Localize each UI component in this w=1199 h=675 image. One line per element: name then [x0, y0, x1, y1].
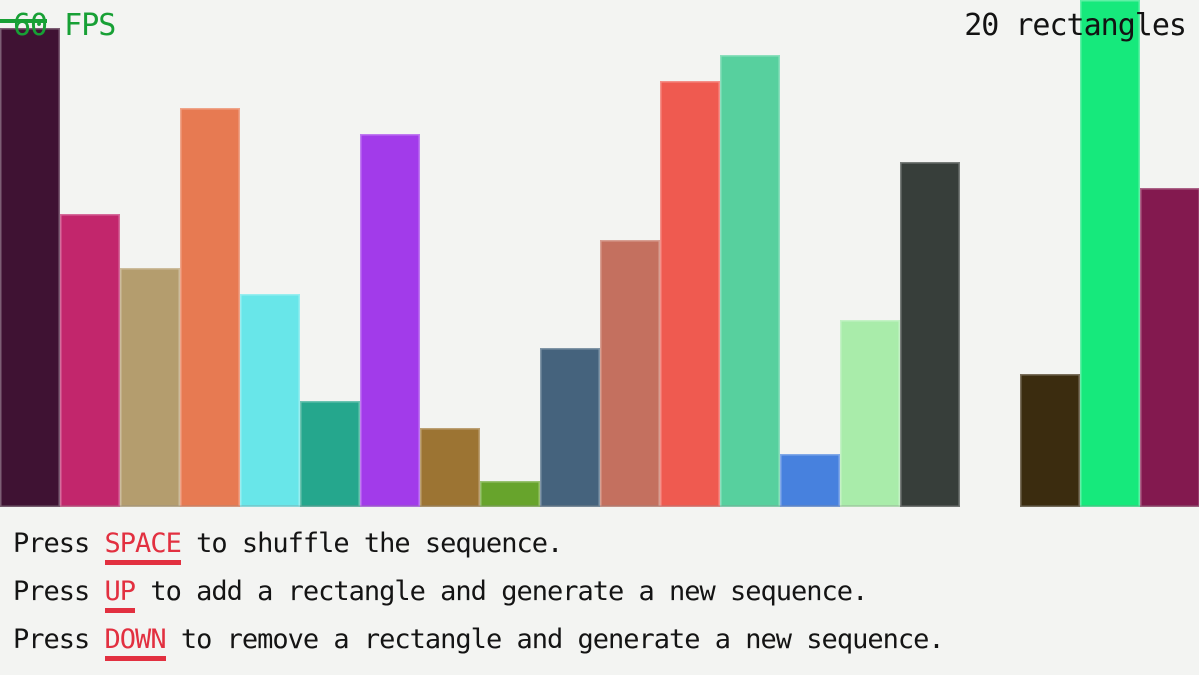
instruction-prefix: Press	[13, 528, 105, 559]
rectangle-bar	[480, 481, 540, 507]
instruction-add: Press UP to add a rectangle and generate…	[13, 572, 944, 620]
rectangle-bar	[1140, 188, 1199, 507]
fps-counter: 60 FPS	[13, 8, 116, 43]
instructions-panel: Press SPACE to shuffle the sequence. Pre…	[13, 524, 945, 668]
rectangle-bar	[300, 401, 360, 507]
up-key-label: UP	[104, 578, 136, 613]
instruction-suffix: to shuffle the sequence.	[180, 528, 563, 559]
rectangle-bar	[1080, 0, 1140, 507]
rectangle-bar	[0, 28, 60, 507]
rectangle-bar	[60, 214, 120, 507]
instruction-prefix: Press	[13, 576, 105, 607]
rectangle-bar	[180, 108, 240, 507]
rectangle-bar	[720, 55, 780, 507]
rectangle-bar	[120, 268, 180, 507]
space-key-label: SPACE	[104, 530, 182, 565]
instruction-remove: Press DOWN to remove a rectangle and gen…	[13, 620, 945, 668]
rectangle-bar	[840, 320, 900, 507]
instruction-suffix: to remove a rectangle and generate a new…	[165, 624, 945, 655]
rectangle-bar	[540, 348, 600, 507]
fps-underline	[0, 19, 47, 23]
rectangle-bar	[900, 162, 960, 507]
instruction-suffix: to add a rectangle and generate a new se…	[135, 576, 868, 607]
rectangle-bar	[600, 240, 660, 507]
rectangle-bar	[420, 428, 480, 507]
rectangle-count-label: 20 rectangles	[964, 8, 1187, 43]
rectangle-bar	[360, 134, 420, 507]
instruction-prefix: Press	[13, 624, 105, 655]
rectangle-bar	[240, 294, 300, 507]
rectangle-bar	[1020, 374, 1080, 507]
instruction-shuffle: Press SPACE to shuffle the sequence.	[13, 524, 944, 572]
down-key-label: DOWN	[104, 626, 167, 661]
rectangle-bar	[780, 454, 840, 507]
rectangle-bar	[660, 81, 720, 507]
